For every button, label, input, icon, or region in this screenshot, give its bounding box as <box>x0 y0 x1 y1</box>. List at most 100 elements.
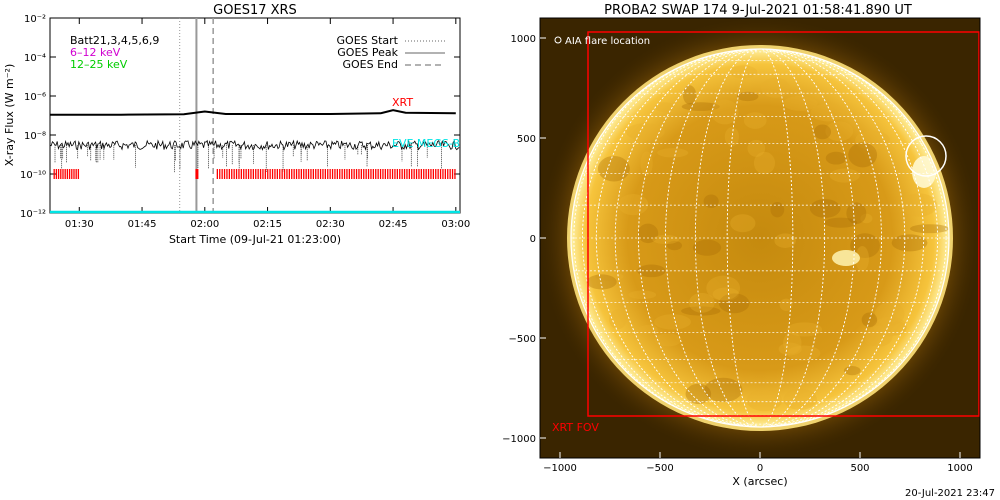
y-tick-label: 10⁻¹² <box>20 209 46 220</box>
solar-texture <box>597 155 630 182</box>
solar-texture <box>595 272 624 281</box>
left-x-axis-label: Start Time (09-Jul-21 01:23:00) <box>169 233 341 246</box>
solar-texture <box>586 274 617 290</box>
longitude-line <box>595 49 925 427</box>
solar-texture <box>825 121 854 142</box>
y-tick-label: 10⁻² <box>24 14 46 25</box>
y-tick-label: 500 <box>517 134 536 145</box>
solar-texture <box>825 151 847 165</box>
solar-texture <box>654 314 691 330</box>
solar-texture <box>657 148 689 158</box>
solar-texture <box>724 127 739 147</box>
solar-limb <box>570 48 950 428</box>
solar-texture <box>729 65 758 79</box>
goes-chart: 10⁻¹² 10⁻¹⁰ 10⁻⁸ 10⁻⁶ 10⁻⁴ 10⁻² 01:30 01:45 02:0… <box>20 14 470 230</box>
solar-texture <box>846 202 867 225</box>
solar-texture <box>873 316 907 337</box>
solar-texture <box>654 333 682 347</box>
solar-texture <box>703 194 719 209</box>
x-tick-label: 02:15 <box>253 219 282 230</box>
solar-texture <box>813 124 832 140</box>
x-tick-label: 01:45 <box>128 219 157 230</box>
legend-batt: Batt21,3,4,5,6,9 <box>70 34 159 47</box>
solar-texture <box>786 322 823 337</box>
longitude-line <box>694 49 826 427</box>
solar-texture <box>626 123 665 141</box>
solar-texture <box>783 332 802 354</box>
solar-texture <box>652 234 680 245</box>
solar-texture <box>730 214 756 233</box>
right-x-axis-label: X (arcsec) <box>732 475 787 488</box>
solar-texture <box>692 239 722 256</box>
solar-texture <box>718 293 750 314</box>
y-tick-label: 0 <box>530 234 536 245</box>
y-tick-label: 10⁻⁶ <box>24 92 46 103</box>
longitude-line <box>581 49 939 427</box>
solar-texture <box>608 309 627 330</box>
solar-texture <box>617 194 649 216</box>
solar-texture <box>850 233 880 258</box>
solar-texture <box>753 151 776 175</box>
x-tick-label: 01:30 <box>65 219 94 230</box>
y-tick-label: −1000 <box>502 434 536 445</box>
longitude-line <box>726 49 794 427</box>
solar-texture <box>783 95 818 111</box>
solar-texture <box>779 298 793 311</box>
solar-texture <box>743 112 767 129</box>
solar-texture <box>865 325 893 347</box>
solar-texture <box>736 91 759 102</box>
solar-texture <box>746 389 783 412</box>
solar-texture <box>855 245 869 272</box>
active-region <box>832 250 860 266</box>
solar-texture <box>681 102 720 111</box>
x-tick-label: 02:00 <box>190 219 219 230</box>
xrt-tick <box>195 169 199 179</box>
x-tick-label: 02:45 <box>379 219 408 230</box>
x-tick-label: 02:30 <box>316 219 345 230</box>
solar-texture <box>704 377 743 403</box>
aia-legend-label: AIA flare location <box>565 36 650 47</box>
solar-texture <box>654 102 675 113</box>
solar-texture <box>909 224 949 234</box>
x-tick-label: −500 <box>646 463 673 474</box>
left-chart-title: GOES17 XRS <box>213 3 297 18</box>
longitude-line <box>638 49 882 427</box>
x-tick-label: 03:00 <box>441 219 470 230</box>
solar-texture <box>829 168 860 183</box>
aia-legend-marker <box>554 36 562 44</box>
legend-12-25kev: 12–25 keV <box>70 58 128 71</box>
solar-texture <box>864 332 878 347</box>
solar-texture <box>861 312 878 328</box>
right-image-title: PROBA2 SWAP 174 9-Jul-2021 01:58:41.890 … <box>604 3 912 18</box>
aia-flare-circle <box>905 135 947 177</box>
solar-texture <box>761 77 790 98</box>
y-tick-label: 10⁻⁴ <box>24 53 46 64</box>
solar-texture <box>855 130 890 151</box>
solar-texture <box>637 223 659 244</box>
solar-texture <box>843 365 861 376</box>
longitude-line <box>665 49 855 427</box>
solar-texture <box>891 234 928 252</box>
xrt-fov-label: XRT FOV <box>552 421 599 434</box>
x-tick-label: 0 <box>757 463 763 474</box>
solar-texture <box>778 342 802 356</box>
xrt-label: XRT <box>392 96 413 109</box>
left-y-axis-label: X-ray Flux (W m⁻²) <box>3 64 16 166</box>
solar-texture <box>640 151 653 176</box>
longitude-line <box>614 49 906 427</box>
timestamp: 20-Jul-2021 23:47 <box>905 488 995 499</box>
longitude-line <box>573 49 947 427</box>
solar-texture <box>666 240 683 251</box>
solar-texture <box>710 99 739 125</box>
solar-texture <box>774 233 796 248</box>
solar-texture <box>860 213 873 224</box>
goes-short-series-line <box>49 139 460 151</box>
y-tick-label: 10⁻⁸ <box>24 131 46 142</box>
solar-texture <box>874 302 905 326</box>
solar-texture <box>682 85 697 105</box>
solar-texture <box>809 199 841 218</box>
solar-texture <box>747 139 766 157</box>
solar-texture <box>810 103 846 122</box>
x-tick-label: 1000 <box>947 463 972 474</box>
